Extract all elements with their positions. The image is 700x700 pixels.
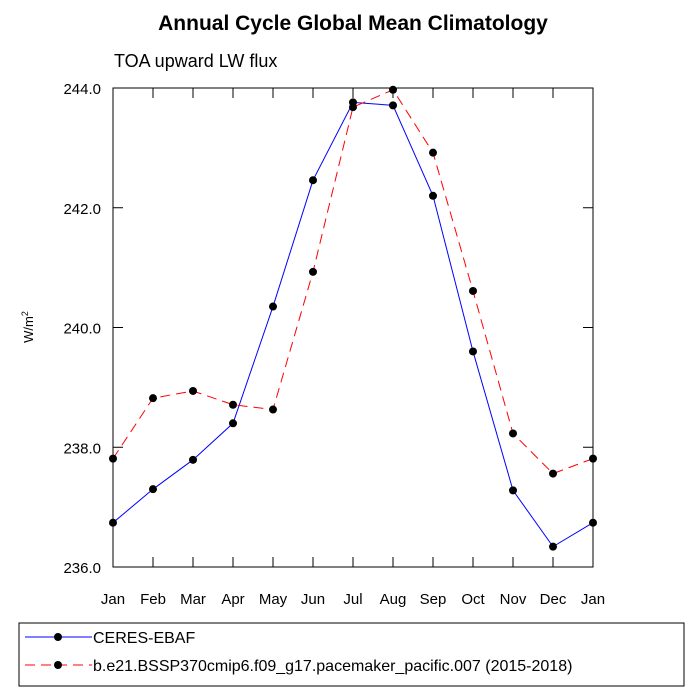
x-tick-label: Oct — [461, 591, 485, 608]
x-tick-label: Feb — [140, 591, 166, 608]
plot-frame — [112, 87, 594, 568]
legend-box — [18, 622, 685, 687]
series-2-point — [429, 148, 437, 157]
series-1-point — [549, 542, 557, 551]
legend-label-2: b.e21.BSSP370cmip6.f09_g17.pacemaker_pac… — [93, 658, 572, 675]
series-1-point — [389, 101, 397, 110]
y-axis-label: W/m2 — [20, 311, 36, 343]
x-tick-label: Dec — [540, 591, 567, 608]
legend-label-1: CERES-EBAF — [93, 630, 195, 647]
x-tick-label: Jan — [581, 591, 605, 608]
y-tick-label: 242.0 — [63, 201, 101, 218]
y-tick-label: 240.0 — [63, 321, 101, 338]
series-1-point — [229, 419, 237, 428]
series-2-point — [349, 103, 357, 112]
series-1-point — [149, 485, 157, 494]
series-1-point — [429, 191, 437, 200]
chart-title: Annual Cycle Global Mean Climatology — [158, 12, 548, 35]
series-1-point — [509, 486, 517, 495]
chart-subtitle: TOA upward LW flux — [114, 51, 277, 71]
y-tick-label: 238.0 — [63, 440, 101, 457]
series-2-point — [269, 405, 277, 414]
series-2-point — [109, 454, 117, 463]
legend-marker-2 — [54, 661, 62, 669]
legend-marker-1 — [54, 633, 62, 641]
x-tick-label: Aug — [380, 591, 407, 608]
x-tick-label: Mar — [180, 591, 206, 608]
series-2-point — [309, 267, 317, 276]
y-tick-label: 236.0 — [63, 560, 101, 577]
series-2-point — [189, 386, 197, 395]
x-tick-label: Jul — [343, 591, 362, 608]
series-layer — [109, 85, 597, 551]
y-tick-label: 244.0 — [63, 81, 101, 98]
series-2-point — [149, 394, 157, 403]
series-1-point — [109, 518, 117, 527]
series-2-point — [509, 429, 517, 438]
series-2-point — [549, 469, 557, 478]
series-2-point — [589, 454, 597, 463]
series-1-point — [269, 302, 277, 311]
x-tick-label: May — [259, 591, 288, 608]
x-tick-label: Jun — [301, 591, 325, 608]
x-tick-label: Sep — [420, 591, 447, 608]
legend: CERES-EBAF b.e21.BSSP370cmip6.f09_g17.pac… — [25, 630, 572, 675]
series-2-point — [229, 400, 237, 409]
x-tick-label: Nov — [500, 591, 527, 608]
axes-layer: 236.0 238.0 240.0 242.0 244.0 Jan Feb Mar Apr May… — [63, 81, 605, 608]
series-1-point — [469, 347, 477, 356]
x-tick-label: Jan — [101, 591, 125, 608]
series-2-point — [469, 286, 477, 295]
series-1-point — [589, 518, 597, 527]
series-1-point — [189, 455, 197, 464]
series-line-2 — [112, 89, 594, 475]
series-2-point — [389, 85, 397, 94]
series-line-1 — [112, 101, 594, 548]
series-1-point — [309, 176, 317, 185]
x-tick-label: Apr — [221, 591, 244, 608]
